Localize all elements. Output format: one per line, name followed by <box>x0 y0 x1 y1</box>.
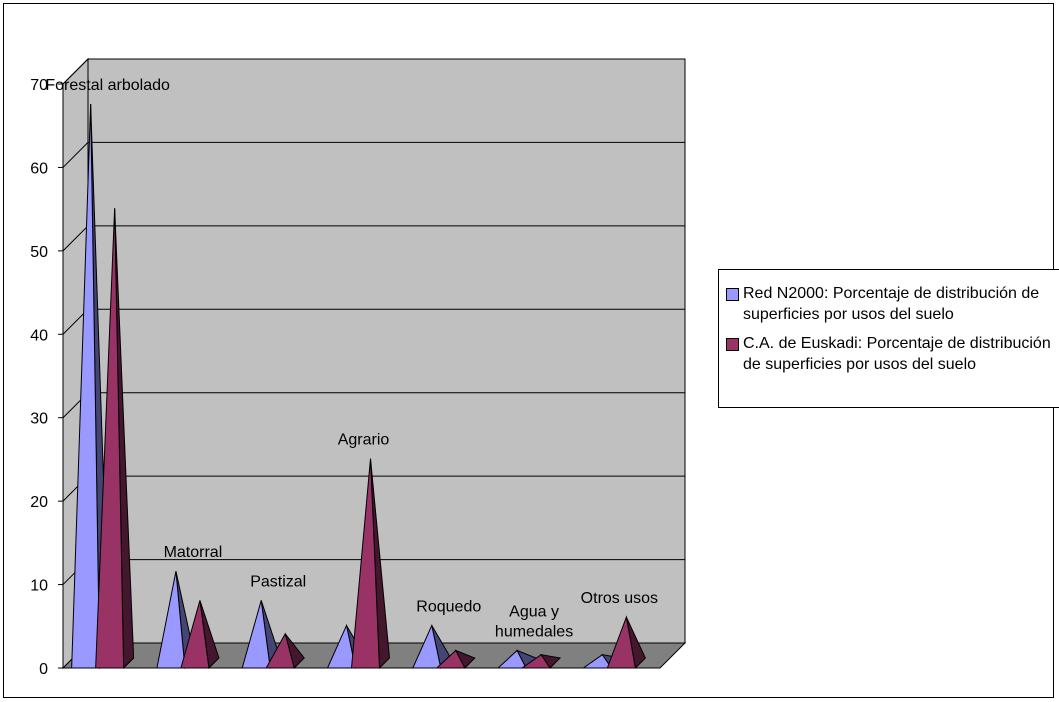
y-tick-label: 0 <box>39 661 48 678</box>
pyramid-front-face <box>326 623 357 669</box>
pyramid-roquedo-series-1 <box>412 623 452 670</box>
category-label: Agua y <box>509 603 559 620</box>
legend-item-red-n2000: Red N2000: Porcentaje de distribución de… <box>726 283 1059 325</box>
legend-label-euskadi: C.A. de Euskadi: Porcentaje de distribuc… <box>743 335 1051 373</box>
pyramid-forestal-arbolado-series-2 <box>95 208 135 670</box>
pyramid-front-face <box>350 458 381 669</box>
pyramid-front-face <box>156 571 186 669</box>
pyramid-front-face <box>435 649 466 669</box>
y-tick-label: 60 <box>30 160 48 177</box>
chart-marks <box>71 104 646 670</box>
pyramid-front-face <box>520 653 552 669</box>
category-label: Roquedo <box>416 598 481 615</box>
category-label: humedales <box>495 623 573 640</box>
pyramid-roquedo-series-2 <box>435 649 476 669</box>
pyramid-front-face <box>496 649 527 669</box>
pyramid-agua-y-humedales-series-2 <box>520 653 562 669</box>
pyramid-pastizal-series-2 <box>265 632 305 669</box>
legend: Red N2000: Porcentaje de distribución de… <box>718 269 1059 408</box>
y-axis: 0 10 20 30 40 50 60 70 <box>30 77 64 678</box>
gridline <box>62 58 685 85</box>
legend-label-red-n2000: Red N2000: Porcentaje de distribución de… <box>743 285 1040 323</box>
y-tick-label: 10 <box>30 578 48 595</box>
pyramid-front-face <box>606 615 636 669</box>
y-tick-label: 20 <box>30 494 48 511</box>
category-label: Forestal arbolado <box>45 77 170 94</box>
pyramid-front-face <box>71 104 101 669</box>
pyramid-matorral-series-2 <box>180 600 220 670</box>
pyramid-otros-usos-series-2 <box>606 615 646 670</box>
pyramid-front-face <box>95 208 125 669</box>
legend-swatch-red-n2000 <box>726 288 739 301</box>
pyramid-front-face <box>241 600 271 669</box>
pyramid-front-face <box>412 623 442 669</box>
y-tick-label: 50 <box>30 244 48 261</box>
legend-item-euskadi: C.A. de Euskadi: Porcentaje de distribuc… <box>726 333 1059 375</box>
y-tick-label: 30 <box>30 411 48 428</box>
category-label: Matorral <box>164 544 223 561</box>
category-labels: Forestal arbolado Matorral Pastizal Agrario… <box>45 77 658 640</box>
category-label: Pastizal <box>250 573 306 590</box>
category-label: Otros usos <box>581 590 658 607</box>
legend-swatch-euskadi <box>726 338 739 351</box>
pyramid-front-face <box>180 600 210 669</box>
category-label: Agrario <box>338 432 390 449</box>
y-tick-label: 70 <box>30 77 48 94</box>
pyramid-agrario-series-2 <box>350 458 391 670</box>
y-tick-label: 40 <box>30 327 48 344</box>
gridline <box>62 141 685 168</box>
pyramid-front-face <box>581 653 613 669</box>
pyramid-front-face <box>265 632 295 669</box>
